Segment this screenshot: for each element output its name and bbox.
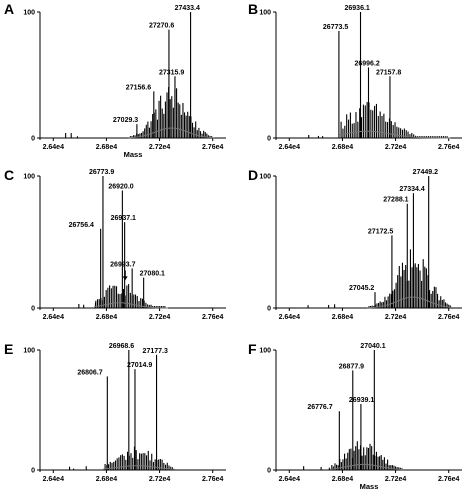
peak-label: 27014.9 <box>127 362 152 369</box>
y-tick-label: 0 <box>267 136 271 143</box>
peak-label: 27156.6 <box>126 84 151 91</box>
panel-a: A 0 100 2.64e4 2.68e4 2.72e4 2.76e4 Mass 27433.4… <box>4 1 226 159</box>
x-tick-label: 2.68e4 <box>96 314 118 321</box>
spectrum <box>69 350 175 470</box>
y-tick-label: 0 <box>31 136 35 143</box>
x-tick-label: 2.64e4 <box>43 476 65 483</box>
x-tick-label: 2.72e4 <box>149 314 171 321</box>
x-tick-label: 2.72e4 <box>385 476 407 483</box>
peak-label: 27449.2 <box>413 169 438 176</box>
peak-label: 26773.9 <box>89 169 114 176</box>
x-axis-label: Mass <box>360 482 379 490</box>
x-tick-label: 2.64e4 <box>279 144 301 151</box>
peak-label: 27157.8 <box>376 69 401 76</box>
spectrum <box>303 350 404 471</box>
x-tick-label: 2.76e4 <box>438 144 460 151</box>
peak-label: 27029.3 <box>113 117 138 124</box>
peak-label: 27177.3 <box>143 348 168 355</box>
peak-label: 26773.5 <box>323 24 348 31</box>
panel-letter: B <box>248 1 258 17</box>
y-tick-label: 0 <box>31 306 35 313</box>
peak-label: 27040.1 <box>360 343 385 350</box>
x-tick-label: 2.64e4 <box>43 314 65 321</box>
x-tick-label: 2.72e4 <box>385 314 407 321</box>
spectrum-baseline <box>94 302 168 309</box>
x-tick-label: 2.76e4 <box>202 476 224 483</box>
x-tick-label: 2.68e4 <box>332 144 354 151</box>
x-tick-label: 2.72e4 <box>385 144 407 151</box>
peak-label: 27270.6 <box>149 23 174 30</box>
panel-c: C 0 100 2.64e4 2.68e4 2.72e4 2.76e4 26773.9 2692… <box>4 167 226 321</box>
x-tick-label: 2.72e4 <box>149 144 171 151</box>
panel-letter: A <box>4 1 14 17</box>
peak-label: 26939.1 <box>349 397 374 404</box>
peak-label: 26968.6 <box>109 343 134 350</box>
panel-letter: C <box>4 167 14 183</box>
x-tick-label: 2.68e4 <box>332 476 354 483</box>
peak-label: 27172.5 <box>368 228 393 235</box>
spectrum <box>307 176 453 309</box>
spectrum <box>65 12 215 139</box>
y-tick-label: 100 <box>259 348 271 355</box>
spectrum-baseline <box>128 127 215 139</box>
peak-label: 27433.4 <box>175 5 200 12</box>
x-axis-label: Mass <box>124 150 143 159</box>
y-tick-label: 0 <box>267 468 271 475</box>
x-tick-label: 2.64e4 <box>43 144 65 151</box>
peak-label: 27315.9 <box>159 69 184 76</box>
x-tick-label: 2.68e4 <box>96 144 118 151</box>
x-tick-label: 2.76e4 <box>202 144 224 151</box>
spectrum-baseline <box>367 296 453 309</box>
x-tick-label: 2.76e4 <box>202 314 224 321</box>
panel-letter: E <box>4 341 13 357</box>
x-tick-label: 2.68e4 <box>96 476 118 483</box>
peak-label: 26756.4 <box>69 222 94 229</box>
x-tick-label: 2.72e4 <box>149 476 171 483</box>
spectrum-baseline <box>339 130 451 139</box>
spectrum-baseline <box>103 465 175 470</box>
y-tick-label: 0 <box>267 306 271 313</box>
peak-label: 27334.4 <box>399 186 424 193</box>
y-tick-label: 0 <box>31 468 35 475</box>
arrow-head <box>122 276 128 281</box>
peak-label: 26776.7 <box>307 404 332 411</box>
spectrum <box>78 176 168 309</box>
panel-letter: F <box>248 341 257 357</box>
peak-label: 26806.7 <box>77 369 102 376</box>
y-tick-label: 100 <box>23 10 35 17</box>
panel-b: B 0 100 2.64e4 2.68e4 2.72e4 2.76e4 26936.1 2677… <box>248 1 462 151</box>
y-tick-label: 100 <box>259 10 271 17</box>
panel-d: D 0 100 2.64e4 2.68e4 2.72e4 2.76e4 27449.2 2733… <box>248 167 462 321</box>
peak-label: 27288.1 <box>383 197 408 204</box>
panel-e: E 0 100 2.64e4 2.68e4 2.72e4 2.76e4 26968.6 2717… <box>4 341 226 483</box>
y-tick-label: 100 <box>259 174 271 181</box>
peak-label: 26937.1 <box>111 215 136 222</box>
x-tick-label: 2.76e4 <box>438 314 460 321</box>
spectrum <box>308 12 451 139</box>
x-tick-label: 2.64e4 <box>279 314 301 321</box>
x-tick-label: 2.68e4 <box>332 314 354 321</box>
panel-letter: D <box>248 167 258 183</box>
peak-label: 26993.7 <box>110 261 135 268</box>
x-tick-label: 2.76e4 <box>438 476 460 483</box>
peak-label: 26920.0 <box>108 184 133 191</box>
peak-label: 27080.1 <box>140 271 165 278</box>
peak-label: 26936.1 <box>345 5 370 12</box>
x-tick-label: 2.64e4 <box>279 476 301 483</box>
peak-label: 26877.9 <box>339 363 364 370</box>
y-tick-label: 100 <box>23 348 35 355</box>
peak-label: 26996.2 <box>354 60 379 67</box>
panel-f: F 0 100 2.64e4 2.68e4 2.72e4 2.76e4 Mass 27040.1… <box>248 341 462 490</box>
peak-label: 27045.2 <box>349 285 374 292</box>
spectrum-baseline <box>330 463 404 471</box>
y-tick-label: 100 <box>23 174 35 181</box>
